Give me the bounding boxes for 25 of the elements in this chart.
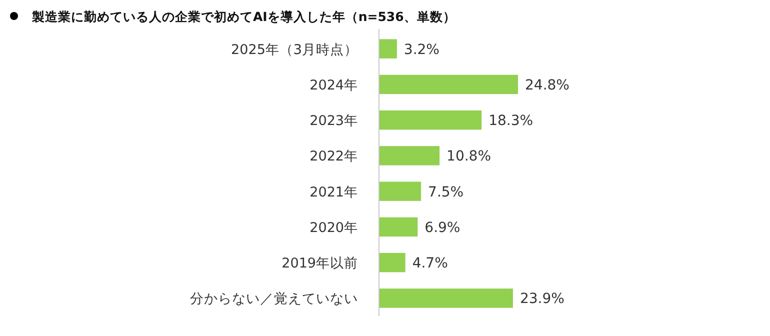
data-label: 3.2%: [404, 42, 440, 58]
data-label: 10.8%: [446, 148, 492, 165]
data-label: 24.8%: [525, 77, 570, 94]
data-label: 18.3%: [488, 113, 534, 130]
y-tick-label: 2020年: [310, 220, 358, 236]
bar: [379, 288, 513, 308]
bar: [379, 74, 518, 94]
y-tick-label: 2021年: [310, 184, 358, 200]
y-tick-label: 2024年: [310, 77, 358, 94]
y-tick-label: 2023年: [310, 113, 358, 130]
bar: [379, 39, 397, 58]
bar: [379, 182, 422, 201]
y-tick-label: 2022年: [310, 148, 358, 165]
bar: [379, 217, 418, 237]
data-label: 23.9%: [520, 291, 564, 308]
data-label: 7.5%: [428, 184, 464, 200]
text: 製造業に勤めている人の企業で初めてAIを導入した年（n=536、単数）: [31, 9, 456, 24]
data-label: 6.9%: [424, 220, 460, 236]
y-tick-label: 分からない／覚えていない: [190, 291, 358, 308]
bar: [379, 110, 482, 130]
bar: [379, 146, 440, 166]
data-label: 4.7%: [412, 256, 448, 272]
y-tick-label: 2025年（3月時点）: [231, 42, 358, 58]
y-tick-label: 2019年以前: [282, 256, 358, 272]
bar: [379, 252, 406, 272]
